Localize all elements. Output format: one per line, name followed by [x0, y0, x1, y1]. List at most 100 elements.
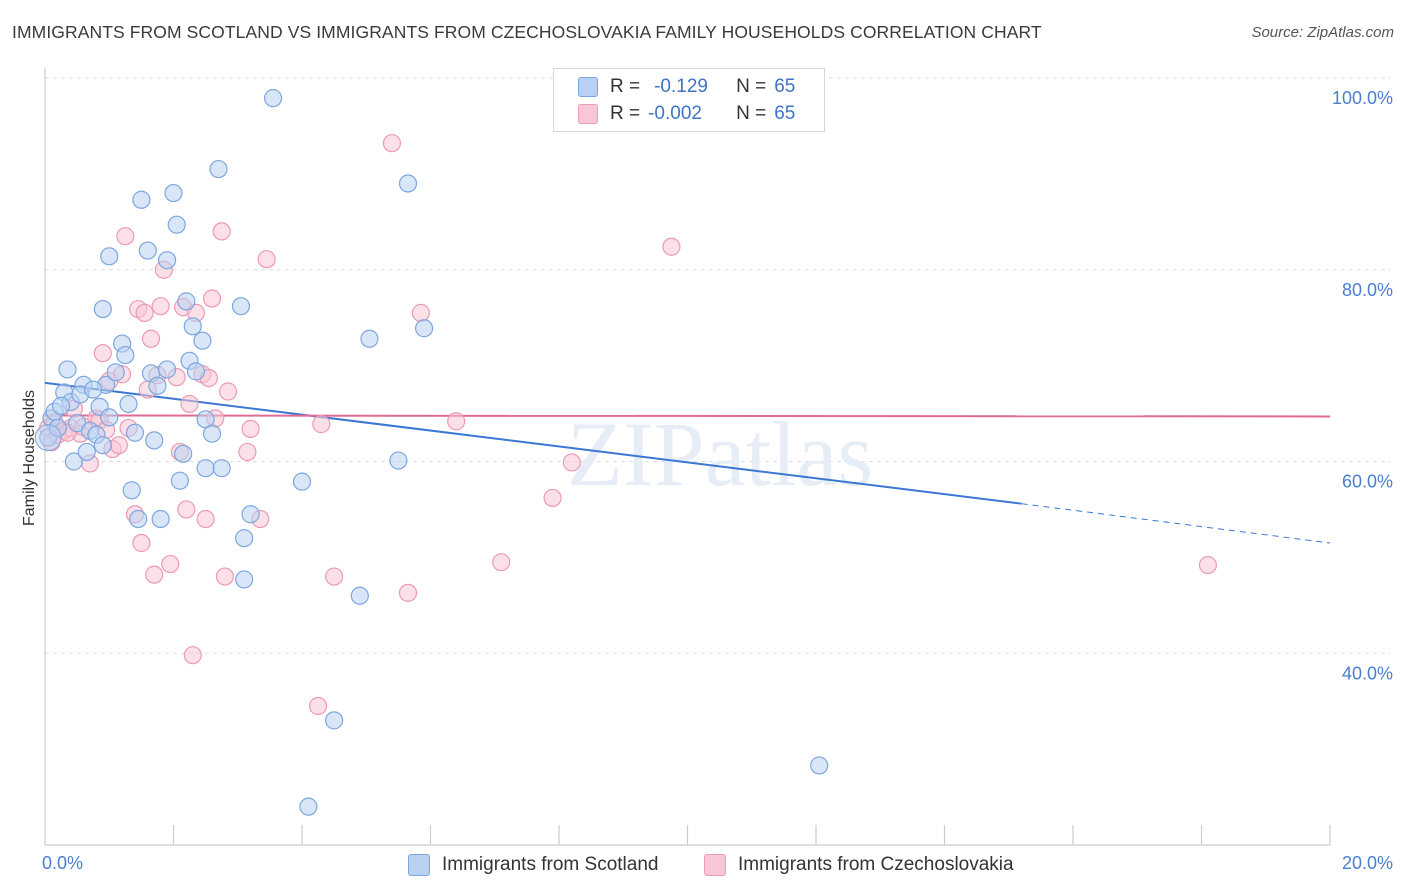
scotland-point [77, 442, 96, 462]
czechoslovakia-point [135, 303, 154, 322]
czechoslovakia-trend-line [44, 414, 1331, 418]
x-tick-label: 0.0% [42, 853, 83, 873]
scotland-point [212, 459, 231, 478]
scotland-point [202, 424, 222, 443]
czechoslovakia-point [212, 222, 231, 241]
y-tick-label: 60.0% [1342, 472, 1393, 492]
czechoslovakia-point [180, 394, 199, 414]
czechoslovakia-point [312, 415, 331, 434]
scotland-point [34, 424, 62, 452]
scotland-point [241, 505, 260, 524]
czechoslovakia-point [177, 500, 196, 519]
czechoslovakia-point [132, 533, 151, 553]
scotland-point [58, 360, 77, 379]
scotland-point [193, 331, 212, 350]
legend-row-czechoslovakia: R = -0.002 N = 65 [578, 102, 795, 126]
scotland-point [263, 89, 283, 108]
scotland-point [398, 174, 418, 193]
czechoslovakia-point [109, 436, 128, 455]
y-tick-label: 80.0% [1342, 280, 1393, 300]
scotland-point [414, 319, 434, 338]
scotland-point [389, 451, 408, 470]
scotland-point [325, 711, 344, 730]
czechoslovakia-point [116, 227, 135, 246]
czechoslovakia-point [196, 509, 215, 529]
scotland-point [183, 317, 202, 336]
chart-title: IMMIGRANTS FROM SCOTLAND VS IMMIGRANTS F… [12, 22, 1042, 42]
scotland-point [170, 471, 190, 490]
scotland-point [122, 481, 141, 500]
czechoslovakia-point [308, 696, 328, 716]
scotland-point [93, 299, 112, 319]
legend-r-value: -0.129 [654, 76, 708, 97]
czechoslovakia-point [219, 382, 238, 401]
scotland-point [151, 509, 170, 529]
legend-row-scotland: R = -0.129 N = 65 [578, 75, 795, 99]
bottom-legend-swatch-pink [704, 854, 726, 876]
czechoslovakia-point [141, 329, 161, 348]
scotland-point [138, 241, 157, 260]
scotland-trend-line [44, 381, 1022, 505]
legend-n-label: N = [736, 103, 767, 124]
legend-swatch-blue [578, 77, 598, 97]
czechoslovakia-point [382, 134, 402, 153]
scotland-point [235, 529, 254, 548]
scotland-point [116, 345, 135, 365]
tick-labels: 40.0% 60.0% 80.0% 100.0% 0.0% 20.0% [42, 88, 1393, 873]
scotland-point [350, 586, 369, 605]
x-tick-label: 20.0% [1342, 853, 1393, 873]
czechoslovakia-point [1198, 555, 1218, 575]
scotland-point [106, 363, 125, 382]
czechoslovakia-point [238, 442, 257, 462]
czechoslovakia-point [562, 453, 581, 472]
scotland-point [132, 190, 151, 209]
legend-n-value: 65 [774, 103, 796, 124]
bottom-legend-czechoslovakia: Immigrants from Czechoslovakia [704, 852, 1014, 878]
scotland-point [84, 380, 103, 399]
y-tick-label: 40.0% [1342, 663, 1393, 683]
scotland-point [360, 329, 379, 348]
scotland-point [125, 423, 145, 442]
scotland-point [157, 251, 177, 270]
scotland-trend-extension [1021, 503, 1331, 544]
legend-r-value: -0.002 [648, 103, 702, 124]
scotland-point [93, 436, 112, 455]
trend-lines [44, 381, 1331, 544]
bottom-legend-swatch-blue [408, 854, 430, 876]
czechoslovakia-point [202, 289, 222, 308]
axes [44, 68, 1331, 846]
scotland-point [64, 452, 84, 471]
legend-r-label: R = [610, 103, 641, 124]
legend-r-label: R = [610, 76, 641, 97]
scotland-point [196, 459, 215, 478]
czechoslovakia-point [161, 554, 180, 574]
scotland-point [51, 396, 71, 415]
scotland-point [209, 159, 228, 179]
czechoslovakia-point [257, 250, 276, 269]
stats-legend: R = -0.129 N = 65 R = -0.002 N = 65 [553, 68, 825, 132]
czechoslovakia-point [215, 567, 234, 586]
scatter-points [34, 68, 1218, 816]
legend-swatch-pink [578, 104, 598, 124]
scotland-point [164, 183, 183, 203]
scotland-point [157, 360, 177, 379]
czechoslovakia-point [543, 488, 562, 508]
source-label: Source: ZipAtlas.com [1251, 24, 1394, 41]
scotland-point [174, 444, 193, 463]
czechoslovakia-point [662, 237, 681, 256]
scotland-point [167, 215, 186, 234]
scotland-point [231, 297, 251, 316]
czechoslovakia-point [93, 344, 112, 363]
czechoslovakia-point [183, 646, 202, 665]
legend-n-label: N = [736, 76, 767, 97]
scotland-point [129, 509, 148, 529]
scotland-point [100, 408, 119, 427]
scotland-point [119, 394, 138, 414]
bottom-legend-label: Immigrants from Czechoslovakia [738, 854, 1014, 875]
czechoslovakia-point [492, 553, 511, 572]
legend-n-value: 65 [774, 76, 796, 97]
gridlines [45, 77, 1390, 654]
czechoslovakia-point [398, 583, 418, 602]
scotland-point [299, 797, 318, 816]
